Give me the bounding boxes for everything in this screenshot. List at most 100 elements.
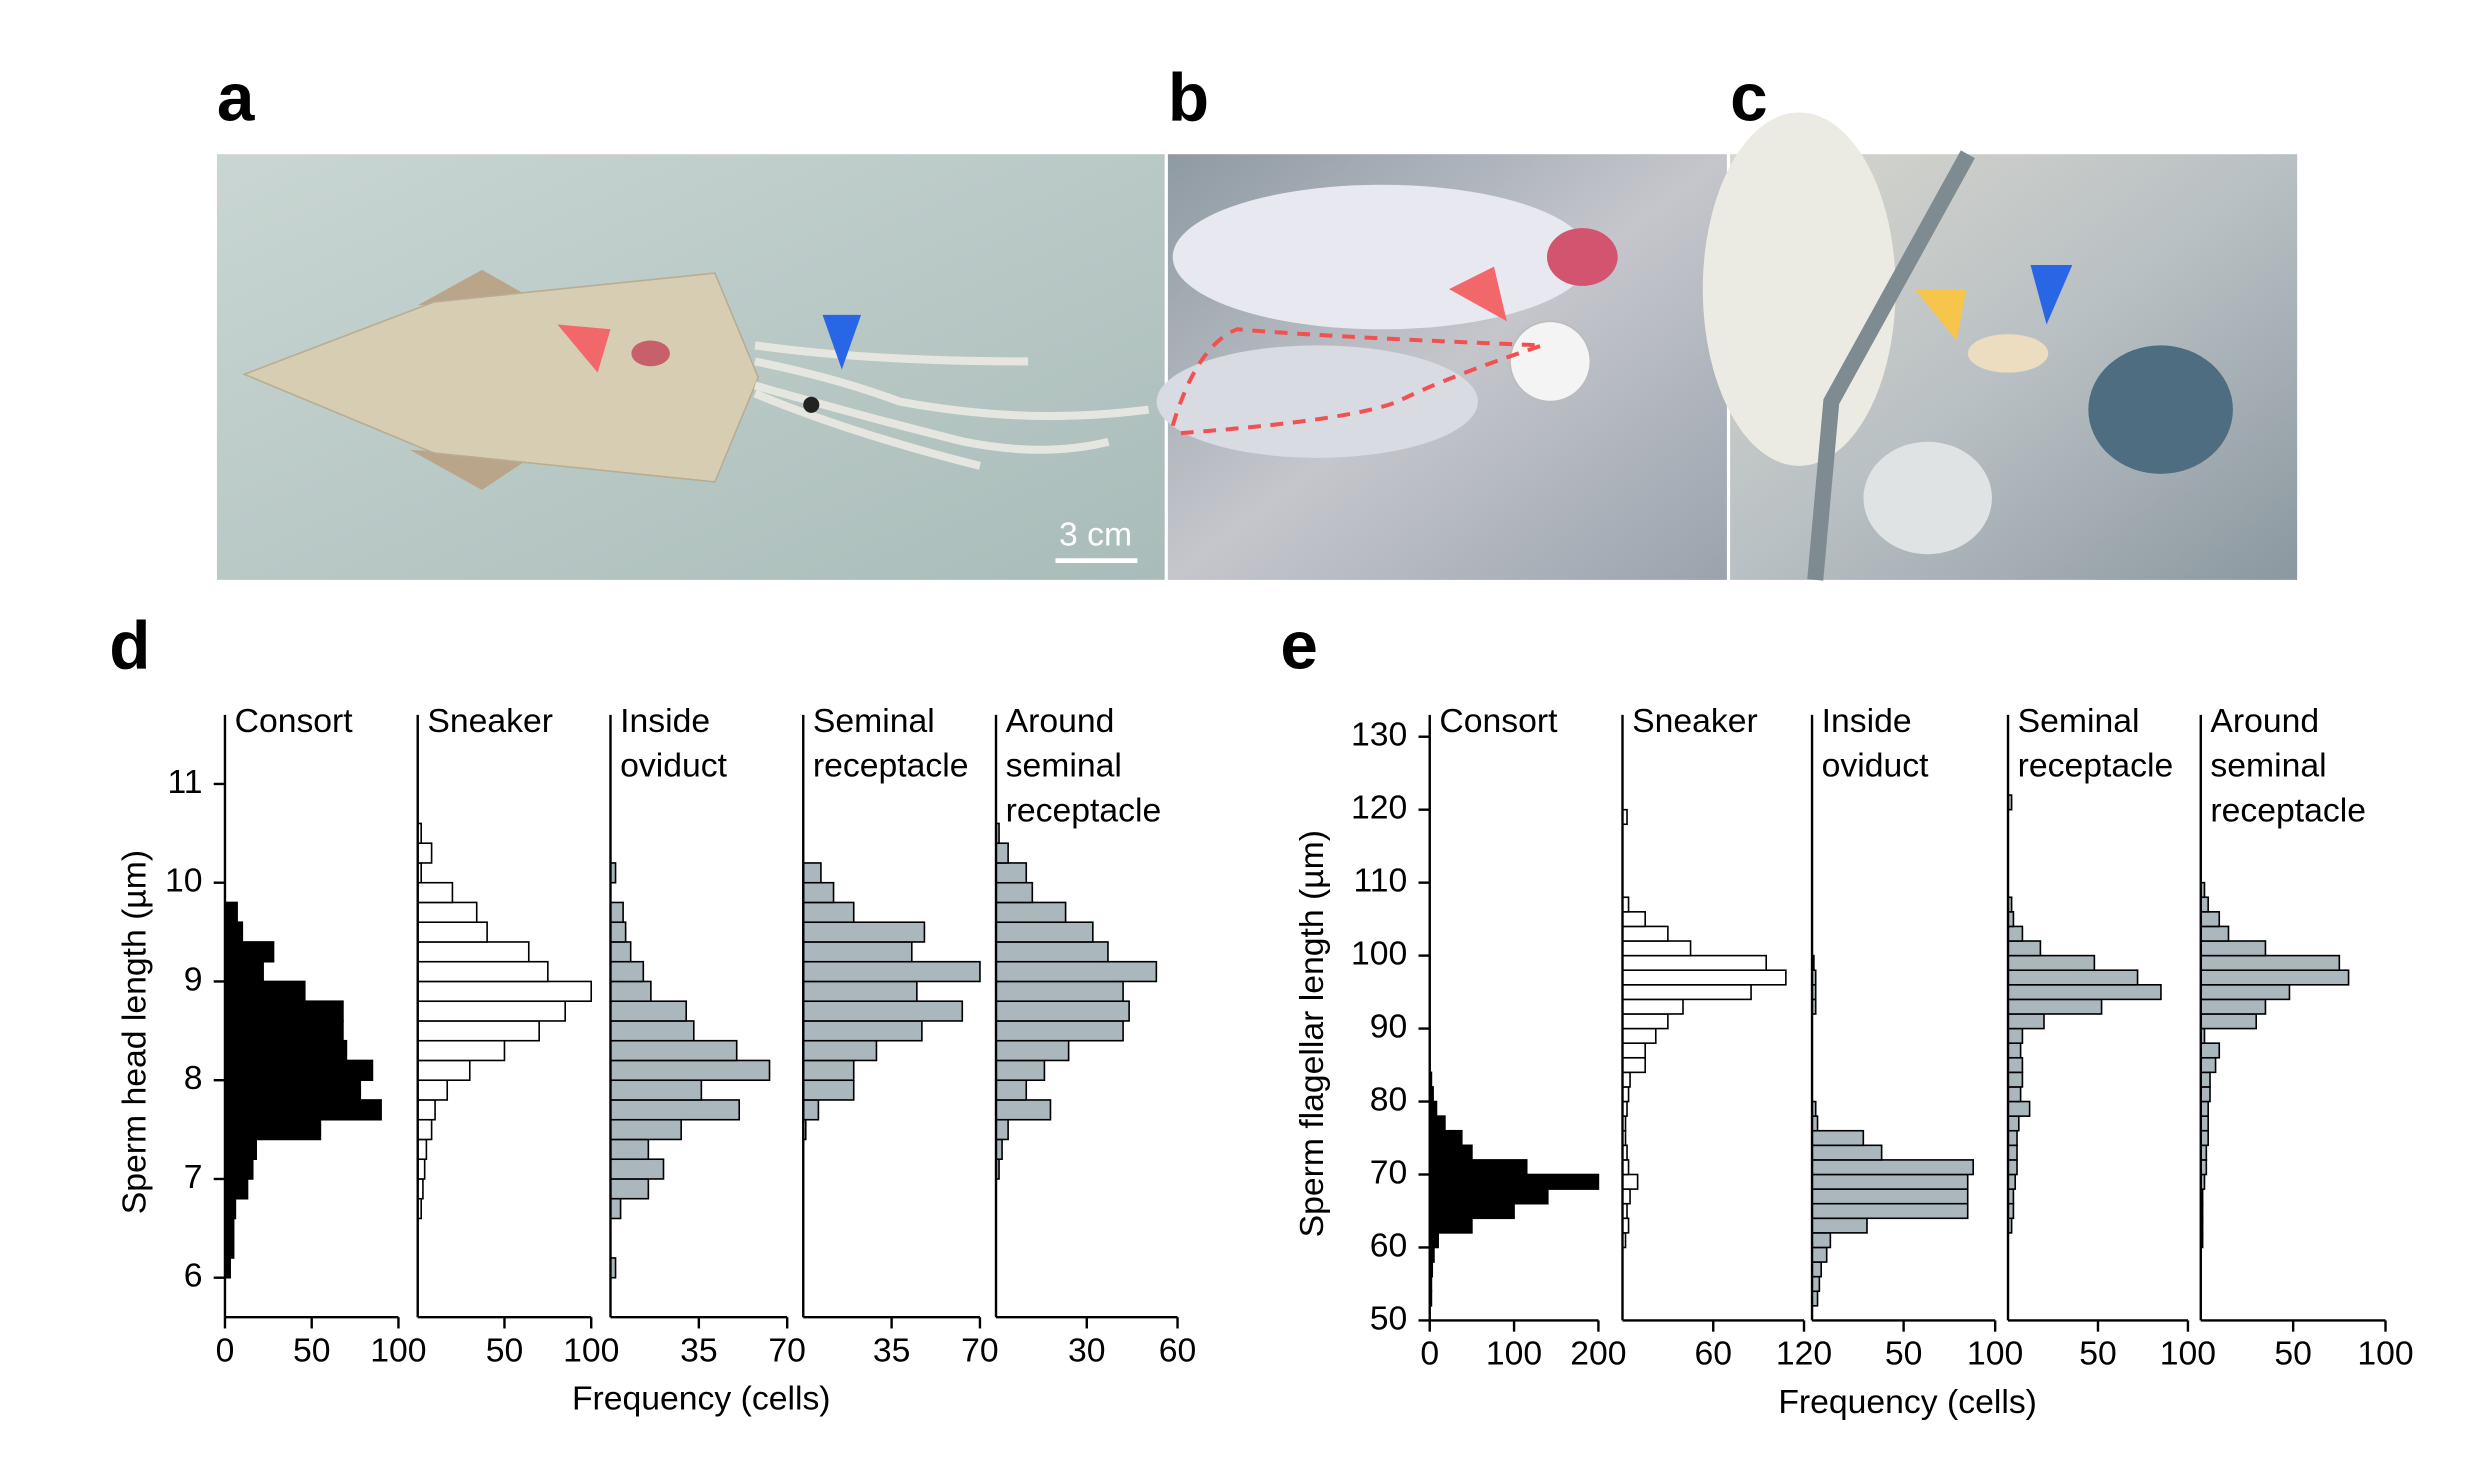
y-axis-label: Sperm flagellar length (µm)	[1293, 830, 1331, 1237]
bar	[995, 1099, 1052, 1121]
bar	[1621, 925, 1669, 942]
x-tick-label: 200	[1570, 1335, 1626, 1373]
bar	[2007, 1013, 2045, 1030]
x-axis-label: Frequency (cells)	[572, 1380, 831, 1418]
bar	[1428, 1115, 1446, 1132]
x-tick-label: 60	[1694, 1335, 1732, 1373]
bar	[1428, 1159, 1528, 1176]
bar	[609, 941, 632, 963]
subplot-title: oviduct	[1822, 747, 1929, 785]
bar	[609, 1099, 741, 1121]
bar	[1621, 1056, 1646, 1074]
bar	[995, 1020, 1124, 1042]
y-tick-label: 130	[1351, 716, 1407, 754]
bar	[1621, 1042, 1646, 1059]
bar	[1428, 1173, 1600, 1190]
x-tick-label: 50	[2274, 1335, 2312, 1373]
x-tick-label: 100	[1967, 1335, 2023, 1373]
bar	[416, 1020, 540, 1042]
bar	[224, 1138, 257, 1161]
x-tick-label: 0	[1420, 1335, 1439, 1373]
bar	[1811, 1188, 1969, 1205]
bar	[2007, 925, 2024, 942]
x-tick-label: 30	[1068, 1331, 1106, 1369]
bar	[1621, 998, 1684, 1015]
bar	[609, 1000, 688, 1022]
bar	[416, 1118, 433, 1141]
bar	[1811, 1232, 1832, 1249]
bar	[2007, 998, 2103, 1015]
bar	[609, 980, 652, 1003]
bar	[416, 941, 530, 963]
bar	[1811, 1173, 1969, 1190]
bar	[995, 1000, 1130, 1022]
bar	[224, 901, 238, 924]
bar	[995, 1118, 1009, 1141]
y-tick-label: 9	[184, 960, 203, 998]
bar	[2007, 1071, 2024, 1088]
bar	[802, 921, 926, 943]
bar	[416, 921, 488, 943]
panel-label: a	[217, 61, 255, 136]
bar	[609, 1138, 650, 1161]
bar	[2007, 1144, 2018, 1161]
x-tick-label: 50	[486, 1331, 524, 1369]
bar	[1811, 1159, 1974, 1176]
bar	[416, 1099, 436, 1121]
bar	[802, 980, 918, 1003]
bar	[609, 1118, 682, 1141]
y-tick-label: 70	[1370, 1153, 1408, 1191]
bar	[995, 921, 1094, 943]
bar	[2199, 925, 2230, 942]
subplot-title: Seminal	[813, 702, 935, 740]
x-tick-label: 100	[2357, 1335, 2413, 1373]
x-tick-label: 100	[563, 1331, 619, 1369]
bar	[2007, 969, 2139, 986]
panel-label: d	[109, 608, 150, 683]
bar	[995, 1079, 1028, 1101]
y-tick-label: 110	[1353, 862, 1407, 900]
bar	[416, 1138, 428, 1161]
bar	[802, 941, 913, 963]
x-tick-label: 35	[873, 1331, 911, 1369]
x-tick-label: 60	[1159, 1331, 1197, 1369]
bar	[224, 1118, 322, 1141]
y-tick-label: 10	[165, 862, 203, 900]
bar	[224, 1099, 382, 1121]
panel-label: e	[1280, 608, 1318, 683]
bar	[224, 1217, 235, 1240]
bar	[995, 941, 1109, 963]
bar	[1811, 1246, 1828, 1263]
y-tick-label: 90	[1370, 1007, 1408, 1045]
bar	[802, 901, 855, 924]
bar	[995, 901, 1067, 924]
subplot-title: Consort	[1439, 702, 1558, 740]
subplot-title: Consort	[235, 702, 354, 740]
x-tick-label: 0	[216, 1331, 235, 1369]
bar	[2199, 983, 2291, 1001]
bar	[224, 1059, 374, 1082]
y-tick-label: 8	[184, 1059, 203, 1097]
bar	[1621, 969, 1787, 986]
bar	[224, 1197, 237, 1220]
bar	[224, 1000, 344, 1022]
bar	[1621, 954, 1767, 972]
subplot-title: seminal	[1006, 747, 1122, 785]
bar	[224, 980, 306, 1003]
bar	[2199, 1013, 2258, 1030]
y-tick-label: 7	[184, 1158, 203, 1196]
photo-a: 3 cm	[216, 154, 1165, 580]
bar	[802, 1059, 855, 1082]
bar	[416, 1000, 566, 1022]
y-axis-label: Sperm head length (µm)	[116, 850, 154, 1214]
bar	[2007, 1086, 2022, 1103]
bar	[2199, 954, 2341, 972]
bar	[609, 1178, 650, 1200]
bar	[224, 1158, 254, 1180]
bar	[1428, 1129, 1463, 1147]
bar	[609, 1158, 665, 1180]
bar	[2199, 911, 2221, 928]
bar	[1428, 1217, 1473, 1234]
bar	[2007, 1042, 2022, 1059]
